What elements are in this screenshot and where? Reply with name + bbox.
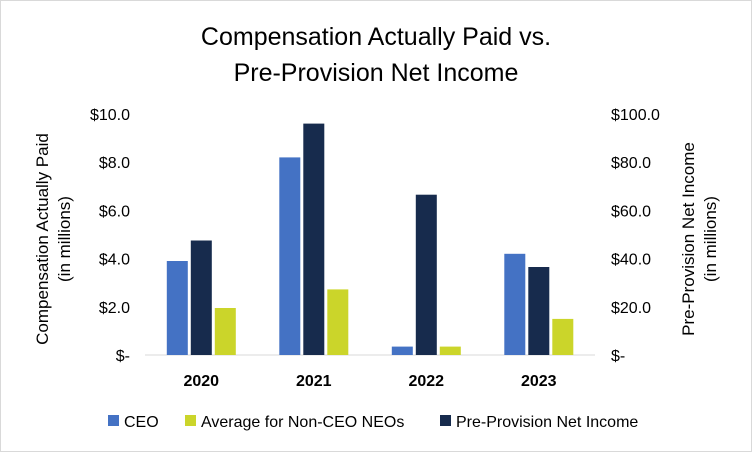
right-tick-label: $20.0 bbox=[611, 300, 651, 317]
left-tick-label: $6.0 bbox=[99, 203, 130, 220]
left-tick-label: $2.0 bbox=[99, 300, 130, 317]
left-axis-label-line-1: Compensation Actually Paid bbox=[33, 133, 52, 345]
category-labels: 2020 2021 2022 2023 bbox=[183, 373, 556, 390]
chart-title: Compensation Actually Paid vs. Pre-Provi… bbox=[201, 23, 551, 87]
bar-average-for-non-ceo-neos-2023 bbox=[552, 318, 574, 355]
bar-pre-provision-net-income-2022 bbox=[415, 194, 437, 355]
category-label: 2022 bbox=[408, 373, 444, 390]
bar-average-for-non-ceo-neos-2021 bbox=[327, 289, 349, 355]
category-label: 2020 bbox=[183, 373, 219, 390]
left-tick-label: $- bbox=[116, 348, 130, 365]
bars-group bbox=[166, 123, 574, 355]
right-tick-label: $40.0 bbox=[611, 252, 651, 269]
bar-ceo-2023 bbox=[504, 253, 526, 355]
bar-average-for-non-ceo-neos-2020 bbox=[214, 308, 236, 355]
left-tick-label: $4.0 bbox=[99, 252, 130, 269]
legend-swatch bbox=[185, 415, 196, 426]
legend-label: Pre-Provision Net Income bbox=[456, 414, 638, 431]
bar-average-for-non-ceo-neos-2022 bbox=[439, 346, 461, 355]
bar-pre-provision-net-income-2021 bbox=[303, 123, 325, 355]
left-axis-label: Compensation Actually Paid (in millions) bbox=[33, 133, 74, 345]
right-tick-label: $80.0 bbox=[611, 155, 651, 172]
bar-pre-provision-net-income-2023 bbox=[528, 267, 550, 355]
category-label: 2023 bbox=[521, 373, 557, 390]
legend: CEO Average for Non-CEO NEOs Pre-Provision… bbox=[108, 414, 638, 431]
legend-swatch bbox=[440, 415, 451, 426]
chart-title-line-1: Compensation Actually Paid vs. bbox=[201, 23, 551, 51]
legend-swatch bbox=[108, 415, 119, 426]
right-tick-label: $60.0 bbox=[611, 203, 651, 220]
right-tick-label: $100.0 bbox=[611, 107, 660, 124]
left-tick-label: $8.0 bbox=[99, 155, 130, 172]
bar-pre-provision-net-income-2020 bbox=[190, 240, 212, 355]
bar-ceo-2021 bbox=[279, 157, 301, 355]
right-axis-label: Pre-Provision Net Income (in millions) bbox=[679, 142, 720, 336]
right-axis-ticks: $- $20.0 $40.0 $60.0 $80.0 $100.0 bbox=[611, 107, 660, 365]
legend-item: Average for Non-CEO NEOs bbox=[185, 414, 404, 431]
right-axis-label-line-2: (in millions) bbox=[701, 196, 720, 282]
chart-title-line-2: Pre-Provision Net Income bbox=[234, 59, 519, 87]
category-label: 2021 bbox=[296, 373, 332, 390]
bar-ceo-2022 bbox=[391, 346, 413, 355]
left-axis-label-line-2: (in millions) bbox=[55, 196, 74, 282]
legend-label: Average for Non-CEO NEOs bbox=[201, 414, 404, 431]
left-tick-label: $10.0 bbox=[90, 107, 130, 124]
legend-label: CEO bbox=[124, 414, 159, 431]
left-axis-ticks: $- $2.0 $4.0 $6.0 $8.0 $10.0 bbox=[90, 107, 130, 365]
legend-item: CEO bbox=[108, 414, 159, 431]
right-axis-label-line-1: Pre-Provision Net Income bbox=[679, 142, 698, 336]
right-tick-label: $- bbox=[611, 348, 625, 365]
bar-ceo-2020 bbox=[166, 261, 188, 355]
legend-item: Pre-Provision Net Income bbox=[440, 414, 638, 431]
